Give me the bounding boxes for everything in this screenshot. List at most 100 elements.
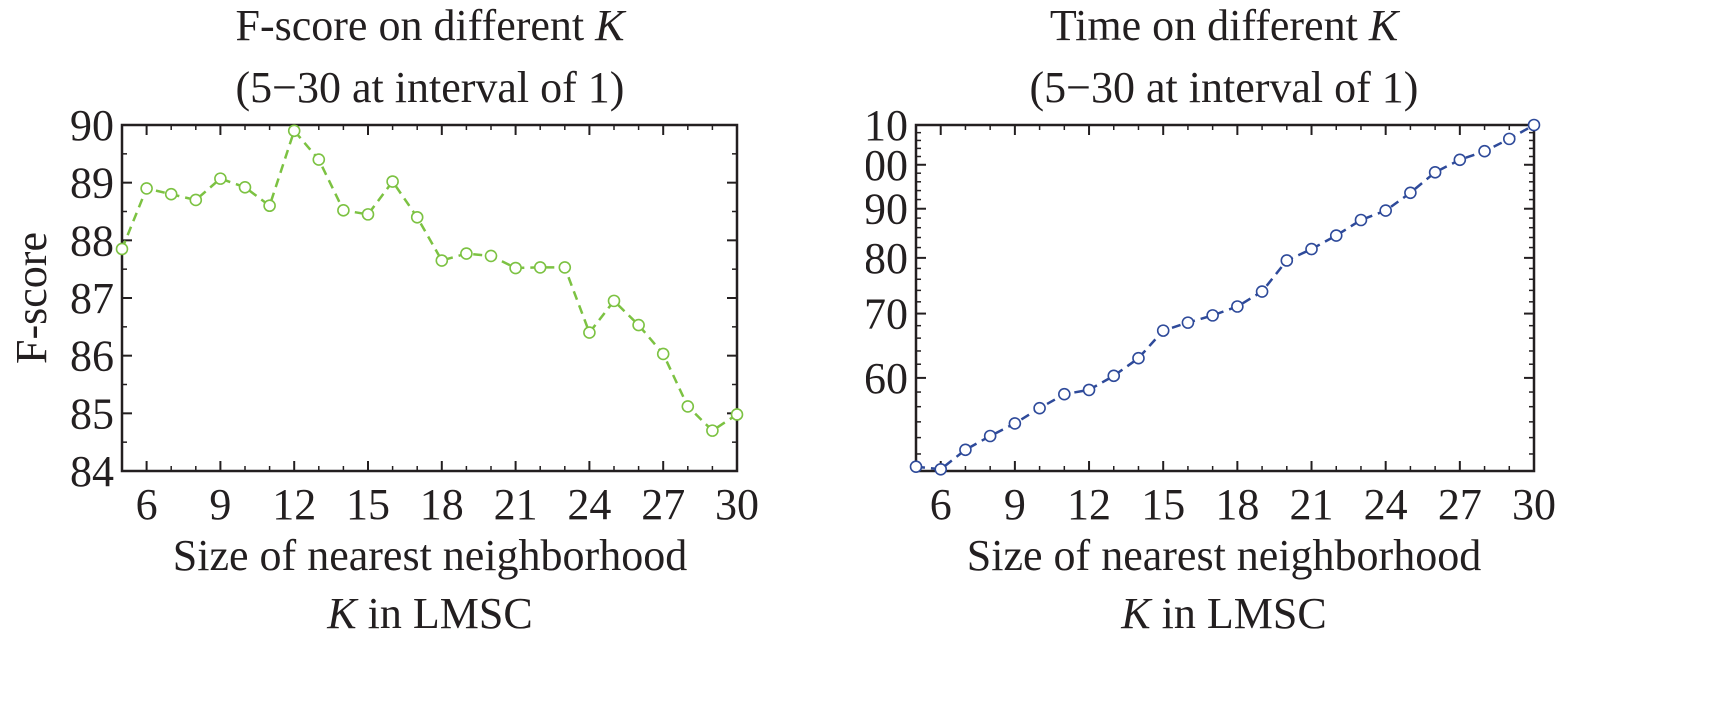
data-point [509,261,522,275]
data-point [1404,186,1417,200]
data-point [909,460,923,473]
data-point [1478,144,1491,158]
data-point [312,153,326,166]
data-point [1379,204,1392,217]
data-point [238,180,252,194]
chart-subtitle: (5−30 at interval of 1) [236,63,625,112]
x-tick-label: 15 [346,480,390,529]
x-tick-label: 9 [1004,480,1026,529]
data-point [1033,401,1046,415]
chart-title: Time on different K [1050,1,1401,50]
data-point [1354,213,1368,227]
x-tick-label: 24 [1364,480,1408,529]
time-chart: Time on different K (5−30 at interval of … [866,1,1556,638]
data-point [1206,309,1219,322]
data-point [681,400,695,413]
x-axis-label: Size of nearest neighborhood [173,531,687,580]
y-tick-label: 85 [70,389,114,438]
data-point [934,462,948,476]
y-tick-label: 86 [70,332,114,381]
x-axis-label-line2: K in LMSC [1120,589,1326,638]
data-point [189,193,203,207]
data-point [632,318,645,332]
data-point [337,204,350,217]
data-point [656,347,670,361]
y-tick-label: 60 [866,354,908,403]
time-chart-panel: Time on different K (5−30 at interval of … [866,0,1732,713]
data-point [1428,166,1442,179]
y-tick-label: 90 [866,185,908,234]
data-point [287,124,301,138]
x-tick-label: 12 [1067,480,1111,529]
x-tick-label: 12 [272,480,316,529]
data-point [1132,351,1145,365]
x-axis-label-line2: K in LMSC [326,589,532,638]
data-point [140,182,153,195]
x-tick-label: 21 [494,480,538,529]
data-point [583,326,596,339]
series-line [120,128,738,433]
x-axis-label: Size of nearest neighborhood [967,531,1481,580]
x-tick-label: 27 [1438,480,1482,529]
chart-title: F-score on different K [236,1,628,50]
x-tick-label: 27 [641,480,685,529]
data-point [1453,153,1467,167]
x-tick-label: 9 [209,480,231,529]
plot-frame [120,123,739,473]
data-point [1058,387,1071,401]
x-tick-label: 30 [715,480,759,529]
data-point [214,172,227,185]
y-tick-label: 90 [70,101,114,150]
data-point [983,429,997,443]
data-point [706,424,719,437]
x-tick-label: 6 [136,480,158,529]
data-point [164,187,178,201]
x-tick-label: 30 [1512,480,1556,529]
series-line [915,123,1535,471]
y-axis-label: F-score [7,232,56,364]
data-point [1305,242,1318,256]
data-point [730,408,744,421]
fscore-chart: F-score on different K (5−30 at interval … [7,1,759,638]
data-point [607,294,621,308]
data-point [484,249,498,263]
y-tick-label: 88 [70,216,114,265]
y-tick-label: 80 [866,234,908,283]
x-tick-label: 24 [567,480,611,529]
y-tick-label: 84 [70,447,114,496]
data-point [1008,417,1022,430]
fscore-chart-panel: F-score on different K (5−30 at interval … [7,1,759,638]
data-point [1255,285,1269,298]
data-point [460,247,473,260]
data-point [1502,132,1516,146]
data-point [386,175,399,188]
data-point [361,208,375,221]
data-point [1082,383,1096,397]
y-tick-label: 70 [866,290,908,339]
data-point [1527,118,1541,132]
y-tick-label: 110 [866,101,908,150]
data-point [1181,316,1195,329]
data-point [115,242,129,256]
x-tick-label: 21 [1290,480,1334,529]
x-tick-label: 15 [1141,480,1185,529]
data-point [1280,254,1294,267]
data-point [1156,324,1170,337]
data-point [263,199,276,213]
y-tick-label: 87 [70,274,114,323]
x-tick-label: 18 [420,480,464,529]
data-point [410,210,424,224]
data-point [435,254,449,267]
y-tick-label: 89 [70,159,114,208]
data-point [1107,369,1121,383]
data-point [558,261,572,274]
x-tick-label: 18 [1215,480,1259,529]
plot-frame [914,123,1536,473]
y-tick-label: 100 [866,141,908,190]
data-point [959,443,972,457]
data-point [1231,300,1244,313]
data-point [1329,229,1343,242]
chart-subtitle: (5−30 at interval of 1) [1030,63,1419,112]
data-point [533,261,547,274]
x-tick-label: 6 [930,480,952,529]
